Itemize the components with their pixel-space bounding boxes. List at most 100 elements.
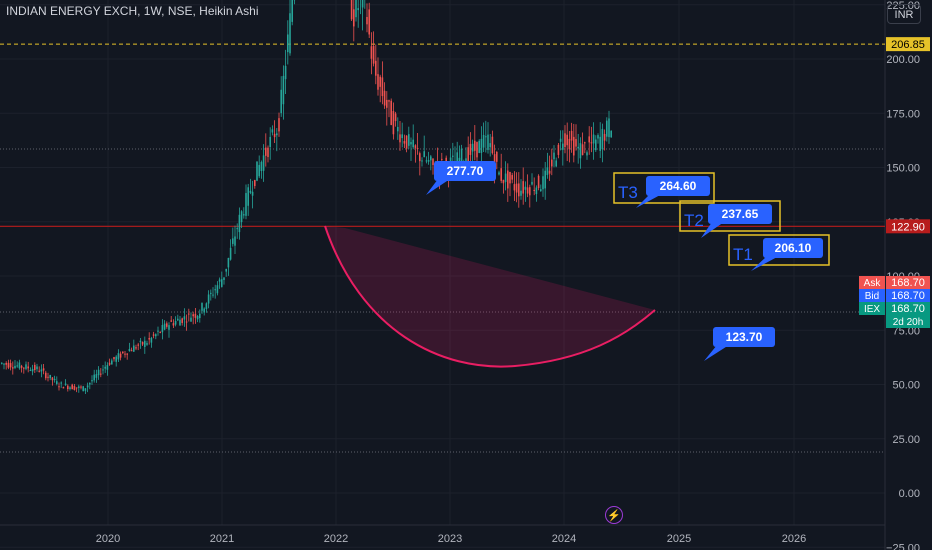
- candle-body: [537, 175, 540, 188]
- candle-body: [150, 337, 153, 343]
- candle-body: [245, 193, 247, 216]
- candle-body: [276, 133, 278, 136]
- candle-body: [564, 133, 566, 147]
- candle-body: [595, 139, 597, 151]
- candle-body: [425, 160, 428, 162]
- price-tick-label: −25.00: [886, 542, 920, 550]
- candle-body: [203, 308, 205, 313]
- candle-body: [410, 142, 412, 145]
- candle-body: [416, 148, 419, 150]
- target-tag-label: T1: [733, 245, 753, 264]
- candle-body: [487, 134, 489, 150]
- candle-body: [249, 190, 252, 193]
- price-tick-label: 225.00: [886, 0, 920, 12]
- candle-body: [185, 321, 188, 323]
- candle-body: [91, 380, 93, 382]
- candle-body: [23, 367, 25, 369]
- callout-pointer: [751, 256, 779, 271]
- candle-body: [287, 34, 289, 53]
- callout-label: 237.65: [722, 207, 759, 221]
- candle-body: [592, 134, 595, 144]
- callout-box: [713, 327, 775, 347]
- candle-body: [394, 113, 397, 122]
- callout-pointer: [704, 345, 729, 361]
- candle-body: [557, 144, 560, 155]
- candle-body: [471, 143, 474, 152]
- candle-body: [64, 383, 67, 386]
- candle-body: [93, 374, 95, 381]
- candle-body: [58, 386, 60, 388]
- candle-body: [408, 134, 410, 146]
- candle-body: [137, 344, 139, 346]
- candle-body: [128, 348, 131, 352]
- candle-body: [216, 285, 219, 294]
- candle-body: [104, 366, 106, 369]
- candle-body: [238, 214, 241, 233]
- candle-body: [520, 190, 522, 196]
- candle-body: [599, 136, 601, 151]
- candle-body: [119, 353, 122, 358]
- candle-body: [513, 184, 516, 191]
- candle-body: [218, 279, 221, 282]
- price-tick-label: 200.00: [886, 54, 920, 66]
- candle-body: [201, 303, 203, 311]
- candle-body: [518, 183, 520, 197]
- candle-body: [161, 325, 164, 333]
- candle-body: [60, 382, 62, 384]
- candle-body: [199, 313, 201, 319]
- candle-body: [181, 318, 183, 323]
- candle-body: [597, 135, 599, 139]
- candle-body: [282, 75, 285, 105]
- candle-body: [97, 369, 100, 376]
- candle-body: [379, 76, 381, 87]
- candle-body: [496, 152, 498, 162]
- candle-body: [423, 151, 425, 158]
- currency-button[interactable]: INR: [887, 4, 921, 24]
- callout-label: 264.60: [660, 179, 697, 193]
- candle-body: [53, 378, 56, 381]
- candle-body: [452, 155, 454, 157]
- candle-body: [75, 387, 78, 389]
- candle-body: [489, 143, 491, 148]
- candle-body: [172, 323, 175, 326]
- candle-body: [269, 136, 271, 147]
- candle-body: [1, 362, 3, 364]
- candle-body: [568, 138, 571, 150]
- candle-body: [432, 158, 434, 165]
- candle-body: [223, 277, 225, 280]
- candle-body: [460, 148, 463, 166]
- candle-body: [441, 158, 443, 160]
- candle-body: [559, 138, 562, 142]
- candle-body: [141, 341, 144, 345]
- candle-body: [562, 143, 564, 150]
- candle-body: [377, 74, 379, 90]
- candle-body: [86, 385, 89, 388]
- candle-body: [12, 367, 14, 369]
- candle-body: [531, 181, 533, 185]
- price-tag-label: 122.90: [891, 221, 925, 233]
- candle-body: [491, 136, 494, 154]
- candle-body: [16, 365, 18, 367]
- candle-body: [265, 147, 267, 156]
- candle-body: [603, 133, 606, 141]
- price-tag-label: 206.85: [891, 39, 925, 51]
- price-axis-tag: 122.90: [886, 219, 930, 234]
- candle-body: [240, 211, 243, 223]
- callout-annotation: 277.70: [426, 161, 496, 195]
- candle-body: [247, 187, 249, 206]
- candle-body: [188, 313, 190, 315]
- candle-body: [509, 171, 511, 184]
- lightning-icon[interactable]: ⚡: [605, 506, 623, 524]
- candle-body: [190, 317, 192, 322]
- chart-title: INDIAN ENERGY EXCH, 1W, NSE, Heikin Ashi: [6, 4, 259, 18]
- candle-body: [544, 170, 546, 189]
- candle-body: [100, 373, 102, 375]
- candle-body: [139, 340, 142, 343]
- price-tick-label: 175.00: [886, 108, 920, 120]
- callout-pointer: [426, 179, 450, 195]
- candle-body: [573, 136, 575, 156]
- candle-body: [194, 313, 197, 318]
- candle-body: [256, 161, 258, 181]
- time-tick-label: 2023: [438, 533, 462, 545]
